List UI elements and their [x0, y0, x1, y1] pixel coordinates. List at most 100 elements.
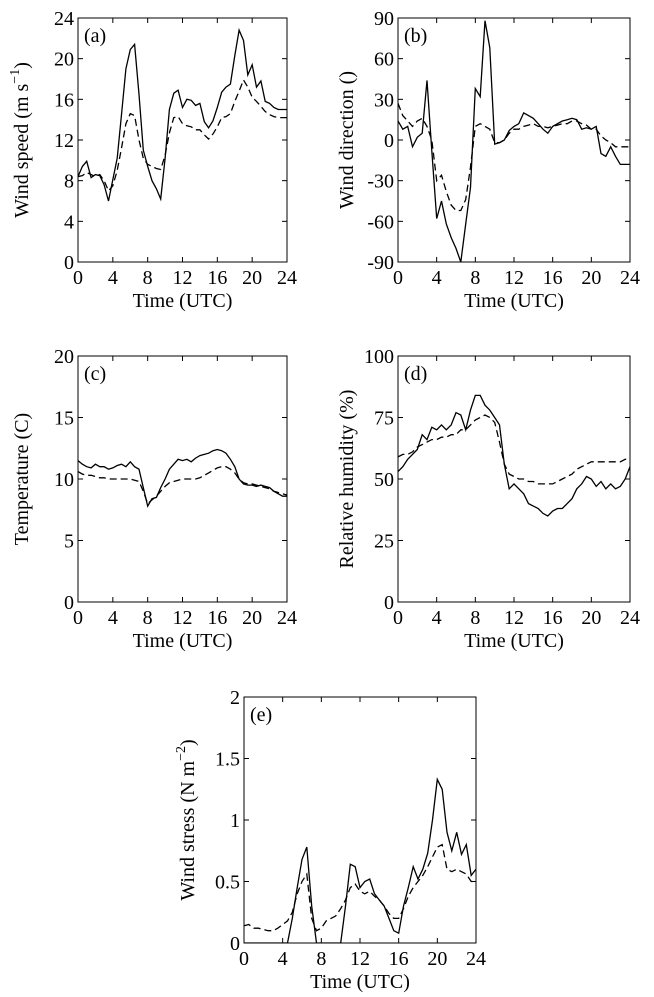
- y-tick-label: 4: [64, 211, 74, 233]
- x-tick-label: 24: [620, 607, 640, 629]
- y-tick-label: 0: [384, 130, 394, 152]
- series-line-solid: [398, 20, 630, 262]
- y-axis-label: Wind stress (N m−2): [174, 739, 199, 900]
- x-tick-label: 8: [143, 607, 153, 629]
- y-tick-label: -30: [367, 171, 394, 193]
- series-line-solid: [78, 448, 287, 508]
- panel-label: (b): [404, 25, 427, 47]
- series-line-dashed: [398, 414, 630, 485]
- x-tick-label: 4: [108, 607, 118, 629]
- series-line-dashed: [78, 78, 287, 193]
- y-tick-label: -90: [367, 252, 394, 274]
- y-tick-label: 0: [384, 592, 394, 614]
- series-line-dashed: [78, 466, 287, 505]
- y-axis-label-text: Wind stress (N m: [177, 760, 199, 900]
- y-tick-label: 0.5: [215, 872, 240, 894]
- y-tick-label: 24: [54, 8, 74, 30]
- x-tick-label: 12: [173, 607, 193, 629]
- y-tick-label: 0: [64, 252, 74, 274]
- series-line-solid: [398, 394, 630, 517]
- y-tick-label: -60: [367, 211, 394, 233]
- y-tick-label: 15: [54, 408, 74, 430]
- y-tick-label: 10: [54, 469, 74, 491]
- x-tick-label: 24: [277, 607, 297, 629]
- x-tick-label: 20: [427, 948, 447, 970]
- y-tick-label: 16: [54, 89, 74, 111]
- x-axis-label: Time (UTC): [310, 971, 410, 993]
- x-tick-label: 12: [504, 607, 524, 629]
- y-tick-label: 1.5: [215, 749, 240, 771]
- x-tick-label: 8: [470, 607, 480, 629]
- x-tick-label: 20: [581, 267, 601, 289]
- y-tick-label: 0: [64, 592, 74, 614]
- panel-label: (c): [84, 363, 106, 385]
- y-tick-label: 2: [230, 687, 240, 709]
- x-tick-label: 20: [242, 267, 262, 289]
- x-tick-label: 4: [278, 948, 288, 970]
- y-axis-label: Wind direction (): [336, 71, 358, 209]
- y-tick-label: 30: [374, 89, 394, 111]
- y-tick-label: 60: [374, 49, 394, 71]
- x-tick-label: 16: [389, 948, 409, 970]
- x-tick-label: 16: [207, 607, 227, 629]
- x-tick-label: 0: [239, 948, 249, 970]
- x-tick-label: 4: [432, 267, 442, 289]
- y-tick-label: 0: [230, 933, 240, 955]
- series-line-dashed: [398, 103, 630, 212]
- plot-frame: [243, 696, 477, 944]
- panel-d: 0 4 8 12 16 20 24 0 25 50 75 100 Time (UTC) Relative …: [336, 346, 640, 652]
- x-tick-label: 16: [207, 267, 227, 289]
- y-tick-label: 20: [54, 346, 74, 368]
- panel-b: 0 4 8 12 16 20 24 -90 -60 -30 0 30 60 90 Time (UTC) Win…: [336, 8, 640, 312]
- y-tick-label: 1: [230, 810, 240, 832]
- plot-frame: [397, 17, 631, 263]
- y-axis-label-text: Wind speed (m s: [11, 83, 33, 217]
- x-tick-label: 8: [470, 267, 480, 289]
- x-tick-label: 0: [73, 267, 83, 289]
- y-tick-label: 8: [64, 171, 74, 193]
- x-tick-label: 8: [143, 267, 153, 289]
- panel-c: 0 4 8 12 16 20 24 0 5 10 15 20 Time (UTC) Temperature…: [11, 346, 297, 652]
- x-tick-label: 12: [350, 948, 370, 970]
- x-axis-label: Time (UTC): [133, 290, 233, 312]
- y-tick-label: 12: [54, 130, 74, 152]
- x-tick-label: 0: [393, 267, 403, 289]
- x-tick-label: 12: [504, 267, 524, 289]
- y-tick-label: 25: [374, 531, 394, 553]
- series-line-solid: [244, 777, 476, 943]
- y-axis-label-text: Relative humidity (%): [336, 390, 358, 569]
- y-tick-label: 90: [374, 8, 394, 30]
- y-tick-label: 75: [374, 408, 394, 430]
- x-tick-label: 4: [432, 607, 442, 629]
- y-axis-label-end: ): [11, 62, 33, 69]
- y-tick-label: 50: [374, 469, 394, 491]
- y-axis-label-text: Wind direction (): [336, 71, 358, 209]
- panel-label: (e): [250, 704, 272, 726]
- y-axis-label: Temperature (C): [11, 413, 33, 545]
- x-tick-label: 0: [393, 607, 403, 629]
- panel-label: (d): [404, 363, 427, 385]
- x-tick-label: 16: [543, 607, 563, 629]
- x-axis-label: Time (UTC): [133, 630, 233, 652]
- y-axis-label-superscript: −1: [8, 69, 23, 84]
- y-tick-label: 100: [364, 346, 394, 368]
- panel-a: 0 4 8 12 16 20 24 0 4 8 12 16 20 24 Time (UTC) Wind spe…: [8, 8, 297, 312]
- x-tick-label: 20: [242, 607, 262, 629]
- x-tick-label: 24: [466, 948, 486, 970]
- series-line-solid: [78, 27, 287, 202]
- x-tick-label: 24: [277, 267, 297, 289]
- x-tick-label: 20: [581, 607, 601, 629]
- panel-e: 0 4 8 12 16 20 24 0 0.5 1 1.5 2 Time (UTC) Wind stres…: [174, 687, 486, 993]
- y-axis-label-text: Temperature (C): [11, 413, 33, 545]
- x-tick-label: 0: [73, 607, 83, 629]
- y-axis-label-end: ): [177, 739, 199, 746]
- plot-frame: [397, 355, 631, 603]
- y-axis-label: Relative humidity (%): [336, 390, 358, 569]
- x-axis-label: Time (UTC): [464, 290, 564, 312]
- plot-frame: [77, 17, 288, 263]
- y-axis-label: Wind speed (m s−1): [8, 62, 33, 218]
- x-tick-label: 16: [543, 267, 563, 289]
- panel-label: (a): [84, 25, 106, 47]
- y-axis-label-superscript: −2: [174, 746, 189, 761]
